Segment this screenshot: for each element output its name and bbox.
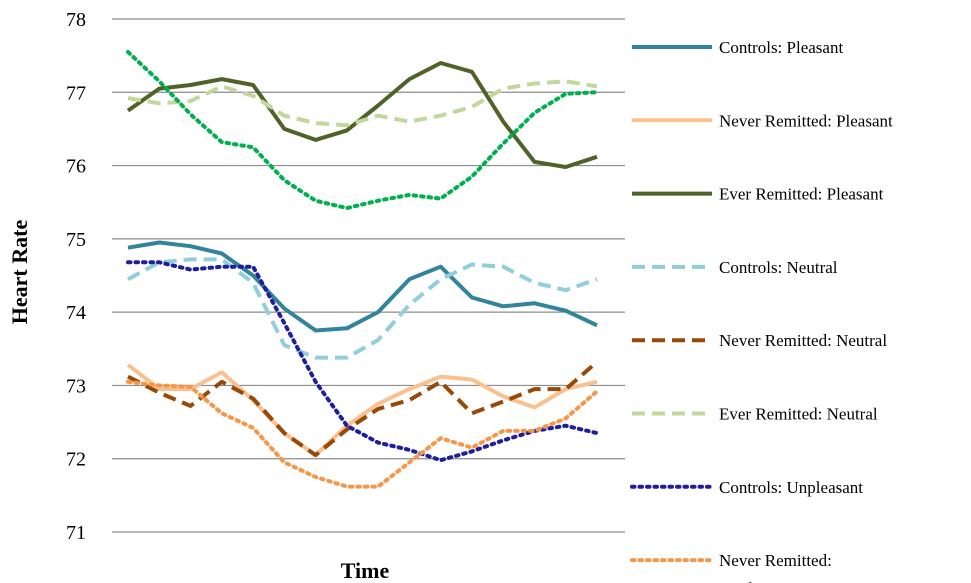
series-line	[126, 379, 599, 489]
y-tick-label: 75	[66, 229, 86, 251]
legend-label: Controls: Unpleasant	[719, 478, 863, 497]
series-line	[127, 360, 599, 458]
series-line	[126, 50, 599, 211]
legend-label: Ever Remitted: Pleasant	[719, 185, 884, 204]
legend-label: Unpleasant	[719, 579, 796, 583]
series-line	[127, 240, 598, 333]
legend: Controls: Pleasant Never Remitted: Pleasa…	[630, 38, 893, 583]
series-line	[126, 260, 599, 463]
y-tick-label: 76	[66, 156, 86, 178]
y-tick-label: 78	[66, 9, 86, 31]
legend-label: Controls: Neutral	[719, 258, 838, 277]
legend-label: Controls: Pleasant	[719, 38, 843, 57]
gridlines	[112, 18, 625, 533]
y-axis-ticks: 71 72 73 74 75 76 77 78	[66, 9, 86, 544]
series-line	[127, 257, 598, 360]
legend-label: Never Remitted:	[719, 551, 832, 570]
y-tick-label: 71	[66, 522, 86, 544]
y-tick-label: 77	[66, 82, 86, 104]
series-lines	[126, 50, 599, 489]
y-tick-label: 72	[66, 449, 86, 471]
legend-label: Never Remitted: Neutral	[719, 331, 887, 350]
y-tick-label: 74	[66, 302, 86, 324]
series-line	[127, 79, 598, 128]
legend-label: Ever Remitted: Neutral	[719, 405, 878, 424]
series-line	[126, 61, 598, 169]
series-line	[126, 363, 598, 458]
legend-label: Never Remitted: Pleasant	[719, 111, 893, 130]
y-tick-label: 73	[66, 375, 86, 397]
x-axis-title: Time	[341, 558, 390, 583]
y-axis-title: Heart Rate	[7, 220, 32, 325]
